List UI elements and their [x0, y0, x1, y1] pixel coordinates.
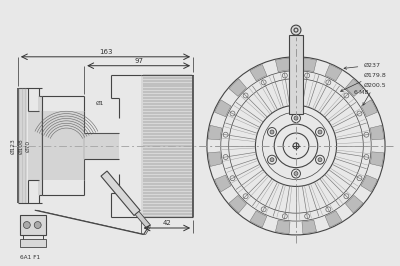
Circle shape [318, 158, 322, 162]
Circle shape [294, 116, 298, 120]
Polygon shape [215, 100, 231, 117]
Text: Ø1: Ø1 [96, 101, 104, 106]
Text: 97: 97 [134, 58, 143, 64]
Text: Ø200.5: Ø200.5 [363, 82, 386, 105]
Polygon shape [276, 58, 290, 72]
Polygon shape [302, 58, 316, 72]
Text: Ø237: Ø237 [344, 63, 380, 69]
Bar [20, 215, 46, 235]
Polygon shape [135, 211, 150, 228]
Polygon shape [250, 64, 267, 81]
Bar [20, 239, 46, 247]
Polygon shape [208, 125, 222, 140]
Text: 6A1 F1: 6A1 F1 [20, 255, 40, 260]
Circle shape [34, 222, 41, 228]
Polygon shape [208, 152, 222, 167]
Polygon shape [325, 211, 342, 227]
Circle shape [318, 130, 322, 134]
Text: Ø179.8: Ø179.8 [341, 73, 386, 91]
Text: Ø123: Ø123 [11, 138, 16, 154]
Polygon shape [276, 220, 290, 234]
Polygon shape [361, 100, 377, 117]
Polygon shape [229, 195, 246, 213]
Polygon shape [346, 195, 363, 213]
Circle shape [291, 25, 301, 35]
Bar [141, 75, 193, 217]
Polygon shape [101, 171, 140, 215]
Text: Ø70: Ø70 [26, 140, 31, 152]
Polygon shape [250, 211, 267, 227]
Text: 6-M8: 6-M8 [353, 90, 369, 95]
Polygon shape [370, 152, 384, 167]
Polygon shape [302, 220, 316, 234]
Polygon shape [361, 175, 377, 192]
Polygon shape [215, 175, 231, 192]
Circle shape [23, 222, 30, 228]
Polygon shape [346, 79, 363, 96]
Bar [289, 35, 303, 114]
Text: Ø108: Ø108 [19, 138, 24, 154]
Polygon shape [229, 79, 246, 96]
Polygon shape [370, 125, 384, 140]
Circle shape [294, 172, 298, 176]
Polygon shape [325, 64, 342, 81]
Circle shape [270, 130, 274, 134]
Text: 42: 42 [162, 220, 171, 226]
Circle shape [270, 158, 274, 162]
Text: 163: 163 [99, 49, 112, 55]
